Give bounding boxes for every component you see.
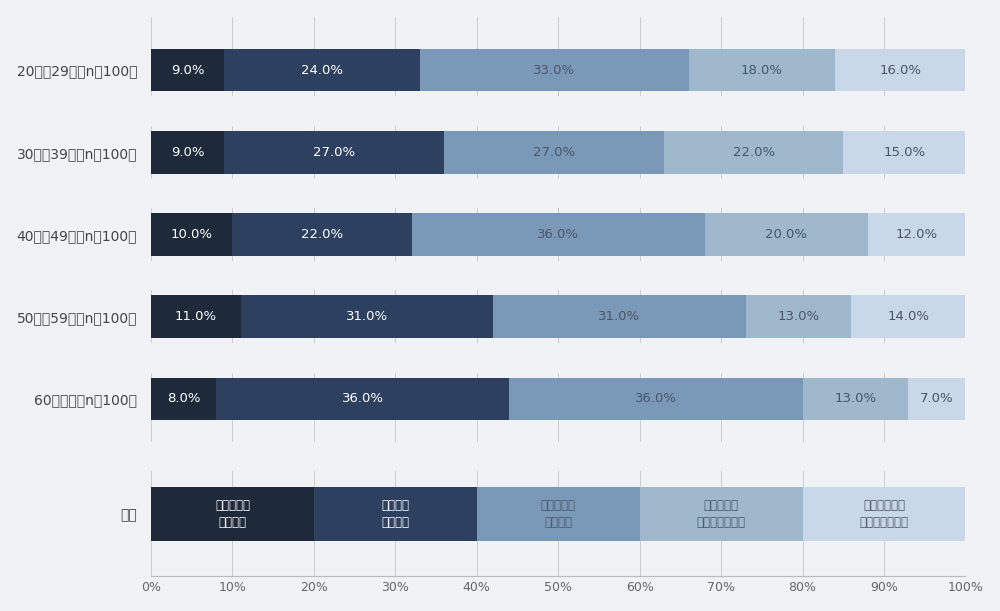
Bar: [151, 178, 965, 208]
Bar: [151, 295, 241, 338]
Text: 20.0%: 20.0%: [765, 228, 807, 241]
Text: 8.0%: 8.0%: [167, 392, 200, 406]
Text: 27.0%: 27.0%: [533, 146, 575, 159]
Bar: [868, 213, 965, 256]
Text: 24.0%: 24.0%: [301, 64, 343, 76]
Bar: [151, 213, 232, 256]
Text: 31.0%: 31.0%: [598, 310, 640, 323]
Bar: [509, 378, 803, 420]
Bar: [493, 295, 746, 338]
Bar: [705, 213, 868, 256]
Text: 16.0%: 16.0%: [879, 64, 921, 76]
Bar: [835, 49, 965, 92]
Text: 36.0%: 36.0%: [342, 392, 384, 406]
Bar: [151, 261, 965, 290]
Bar: [151, 49, 224, 92]
Bar: [689, 49, 835, 92]
Bar: [803, 378, 908, 420]
Text: 18.0%: 18.0%: [741, 64, 783, 76]
Bar: [151, 442, 965, 471]
Bar: [640, 488, 803, 541]
Bar: [151, 343, 965, 373]
Bar: [224, 49, 420, 92]
Bar: [232, 213, 412, 256]
Text: 12.0%: 12.0%: [895, 228, 938, 241]
Text: 14.0%: 14.0%: [887, 310, 929, 323]
Bar: [444, 131, 664, 174]
Bar: [314, 488, 477, 541]
Bar: [664, 131, 843, 174]
Bar: [851, 295, 965, 338]
Text: 13.0%: 13.0%: [777, 310, 820, 323]
Bar: [412, 213, 705, 256]
Bar: [216, 378, 509, 420]
Bar: [151, 131, 224, 174]
Bar: [477, 488, 640, 541]
Bar: [420, 49, 689, 92]
Text: どちらとも
いえない: どちらとも いえない: [541, 499, 576, 529]
Bar: [151, 488, 314, 541]
Bar: [224, 131, 444, 174]
Text: 36.0%: 36.0%: [537, 228, 579, 241]
Text: 13.0%: 13.0%: [834, 392, 877, 406]
Bar: [908, 378, 965, 420]
Text: 10.0%: 10.0%: [171, 228, 213, 241]
Text: 33.0%: 33.0%: [533, 64, 575, 76]
Text: 22.0%: 22.0%: [301, 228, 343, 241]
Text: 7.0%: 7.0%: [920, 392, 954, 406]
Text: まったく充実
していなかった: まったく充実 していなかった: [859, 499, 908, 529]
Bar: [843, 131, 965, 174]
Text: 11.0%: 11.0%: [175, 310, 217, 323]
Text: とても充実
していた: とても充実 していた: [215, 499, 250, 529]
Text: 9.0%: 9.0%: [171, 146, 204, 159]
Text: 36.0%: 36.0%: [635, 392, 677, 406]
Text: 27.0%: 27.0%: [313, 146, 355, 159]
Bar: [241, 295, 493, 338]
Bar: [803, 488, 965, 541]
Text: 22.0%: 22.0%: [733, 146, 775, 159]
Text: やや充実
していた: やや充実 していた: [381, 499, 409, 529]
Text: 31.0%: 31.0%: [346, 310, 388, 323]
Text: あまり充実
していなかった: あまり充実 していなかった: [697, 499, 746, 529]
Text: 9.0%: 9.0%: [171, 64, 204, 76]
Bar: [151, 378, 216, 420]
Bar: [151, 97, 965, 126]
Bar: [746, 295, 851, 338]
Text: 15.0%: 15.0%: [883, 146, 925, 159]
